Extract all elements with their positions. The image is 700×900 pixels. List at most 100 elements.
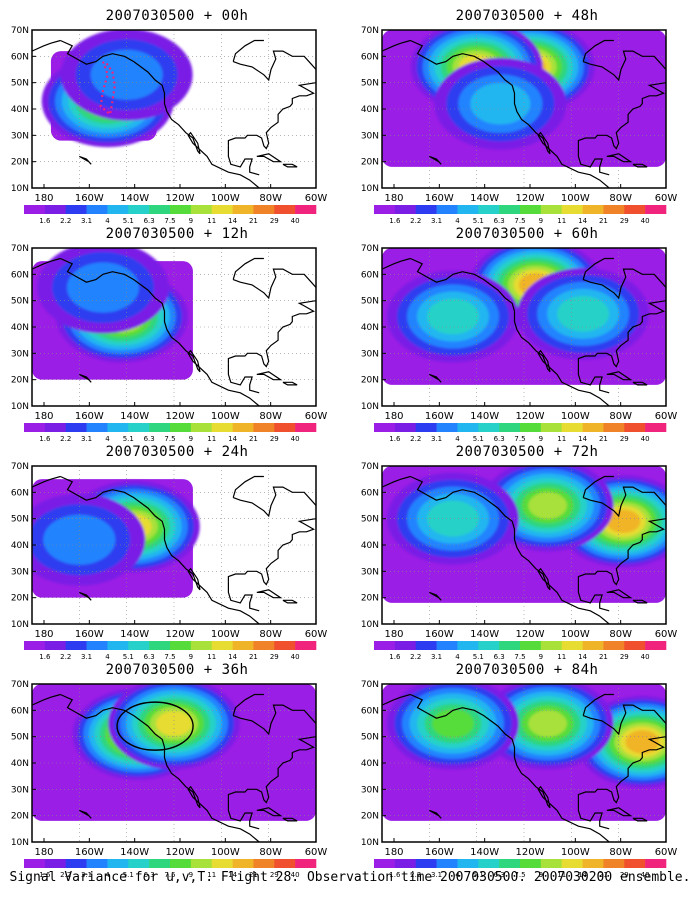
colorbar-swatch — [394, 859, 417, 868]
colorbar-label: 9 — [189, 653, 193, 661]
colorbar-label: 2.2 — [60, 435, 71, 443]
colorbar-label: 7.5 — [514, 217, 525, 225]
colorbar-label: 6.3 — [144, 653, 155, 661]
y-tick-label: 10N — [361, 620, 379, 630]
colorbar-swatch — [190, 423, 213, 432]
x-tick-label: 60W — [305, 629, 328, 640]
x-tick-label: 80W — [259, 411, 282, 422]
colorbar-swatch — [274, 641, 296, 650]
colorbar-label: 2.2 — [410, 653, 421, 661]
y-tick-label: 60N — [11, 270, 29, 280]
y-tick-label: 20N — [11, 594, 29, 604]
coastline — [32, 693, 61, 706]
x-tick-label: 80W — [259, 847, 282, 858]
colorbar-swatch — [24, 205, 46, 214]
colorbar-swatch — [582, 641, 604, 650]
colorbar-swatch — [128, 641, 150, 650]
colorbar-swatch — [24, 423, 46, 432]
x-tick-label: 180 — [384, 411, 403, 422]
y-tick-label: 30N — [361, 567, 379, 577]
chart-panel: 2007030500 + 12h 10N 20N 30N 40N 50N 60N 70N 180… — [0, 226, 330, 444]
x-tick-label: 160W — [425, 193, 454, 204]
chart-panel: 2007030500 + 00h 10N 20N 30N 40N 50N 60N 70N 180… — [0, 8, 330, 226]
colorbar-swatch — [520, 859, 542, 868]
colorbar-swatch — [499, 205, 521, 214]
colorbar-label: 40 — [291, 435, 300, 443]
colorbar-swatch — [44, 641, 67, 650]
colorbar-swatch — [457, 205, 479, 214]
coastline — [382, 693, 411, 706]
y-tick-label: 10N — [11, 402, 29, 412]
colorbar-swatch — [65, 859, 87, 868]
y-tick-label: 10N — [11, 838, 29, 848]
variance-contour — [528, 710, 567, 737]
x-tick-label: 180 — [384, 193, 403, 204]
coastline — [232, 486, 316, 518]
colorbar-label: 21 — [599, 871, 608, 879]
x-tick-label: 60W — [305, 411, 328, 422]
y-tick-label: 70N — [361, 26, 379, 36]
coastline — [227, 736, 316, 804]
colorbar-label: 40 — [291, 217, 300, 225]
coastline — [632, 599, 648, 604]
colorbar-label: 9 — [189, 871, 193, 879]
colorbar-swatch — [149, 205, 171, 214]
coastline — [410, 39, 610, 188]
colorbar-swatch — [149, 641, 171, 650]
colorbar-label: 5.1 — [473, 871, 484, 879]
colorbar-label: 1.6 — [39, 217, 51, 225]
colorbar-swatch — [232, 423, 254, 432]
colorbar-swatch — [645, 859, 667, 868]
y-tick-label: 50N — [11, 297, 29, 307]
colorbar-label: 7.5 — [164, 217, 175, 225]
colorbar-label: 29 — [270, 435, 279, 443]
colorbar-label: 3.1 — [81, 653, 92, 661]
x-tick-label: 160W — [425, 629, 454, 640]
coastline — [79, 373, 92, 383]
x-tick-label: 60W — [655, 193, 678, 204]
colorbar-swatch — [128, 423, 150, 432]
colorbar-swatch — [540, 859, 563, 868]
coastline — [606, 589, 633, 599]
coastline — [429, 591, 442, 601]
colorbar-swatch — [24, 641, 46, 650]
x-tick-label: 120W — [516, 629, 545, 640]
colorbar-label: 14 — [578, 871, 587, 879]
colorbar-label: 2.2 — [410, 435, 421, 443]
colorbar-label: 1.6 — [389, 653, 401, 661]
coastline — [429, 373, 442, 383]
x-tick-label: 120W — [516, 847, 545, 858]
colorbar-swatch — [499, 423, 521, 432]
colorbar-swatch — [24, 859, 46, 868]
colorbar-label: 29 — [270, 653, 279, 661]
colorbar-label: 4 — [105, 653, 110, 661]
colorbar-swatch — [499, 641, 521, 650]
coastline — [227, 518, 316, 586]
colorbar-swatch — [190, 859, 213, 868]
colorbar-swatch — [253, 423, 275, 432]
colorbar-label: 7.5 — [164, 435, 175, 443]
colorbar-label: 14 — [228, 653, 237, 661]
coastline — [577, 300, 666, 368]
coastline — [227, 363, 260, 394]
variance-contour — [606, 509, 641, 533]
colorbar-label: 9 — [539, 435, 543, 443]
coastline — [32, 257, 61, 270]
x-tick-label: 120W — [516, 411, 545, 422]
colorbar-label: 29 — [620, 217, 629, 225]
colorbar-label: 40 — [291, 871, 300, 879]
colorbar-swatch — [374, 423, 396, 432]
x-tick-label: 80W — [259, 629, 282, 640]
colorbar-swatch — [232, 641, 254, 650]
colorbar-swatch — [211, 859, 233, 868]
y-tick-label: 10N — [361, 184, 379, 194]
x-tick-label: 100W — [211, 629, 240, 640]
colorbar-swatch — [415, 859, 437, 868]
colorbar-swatch — [170, 641, 192, 650]
colorbar-label: 3.1 — [431, 871, 442, 879]
y-tick-label: 60N — [11, 52, 29, 62]
coastline — [60, 257, 260, 406]
coastline — [60, 39, 260, 188]
coastline — [606, 807, 633, 817]
colorbar-swatch — [415, 205, 437, 214]
